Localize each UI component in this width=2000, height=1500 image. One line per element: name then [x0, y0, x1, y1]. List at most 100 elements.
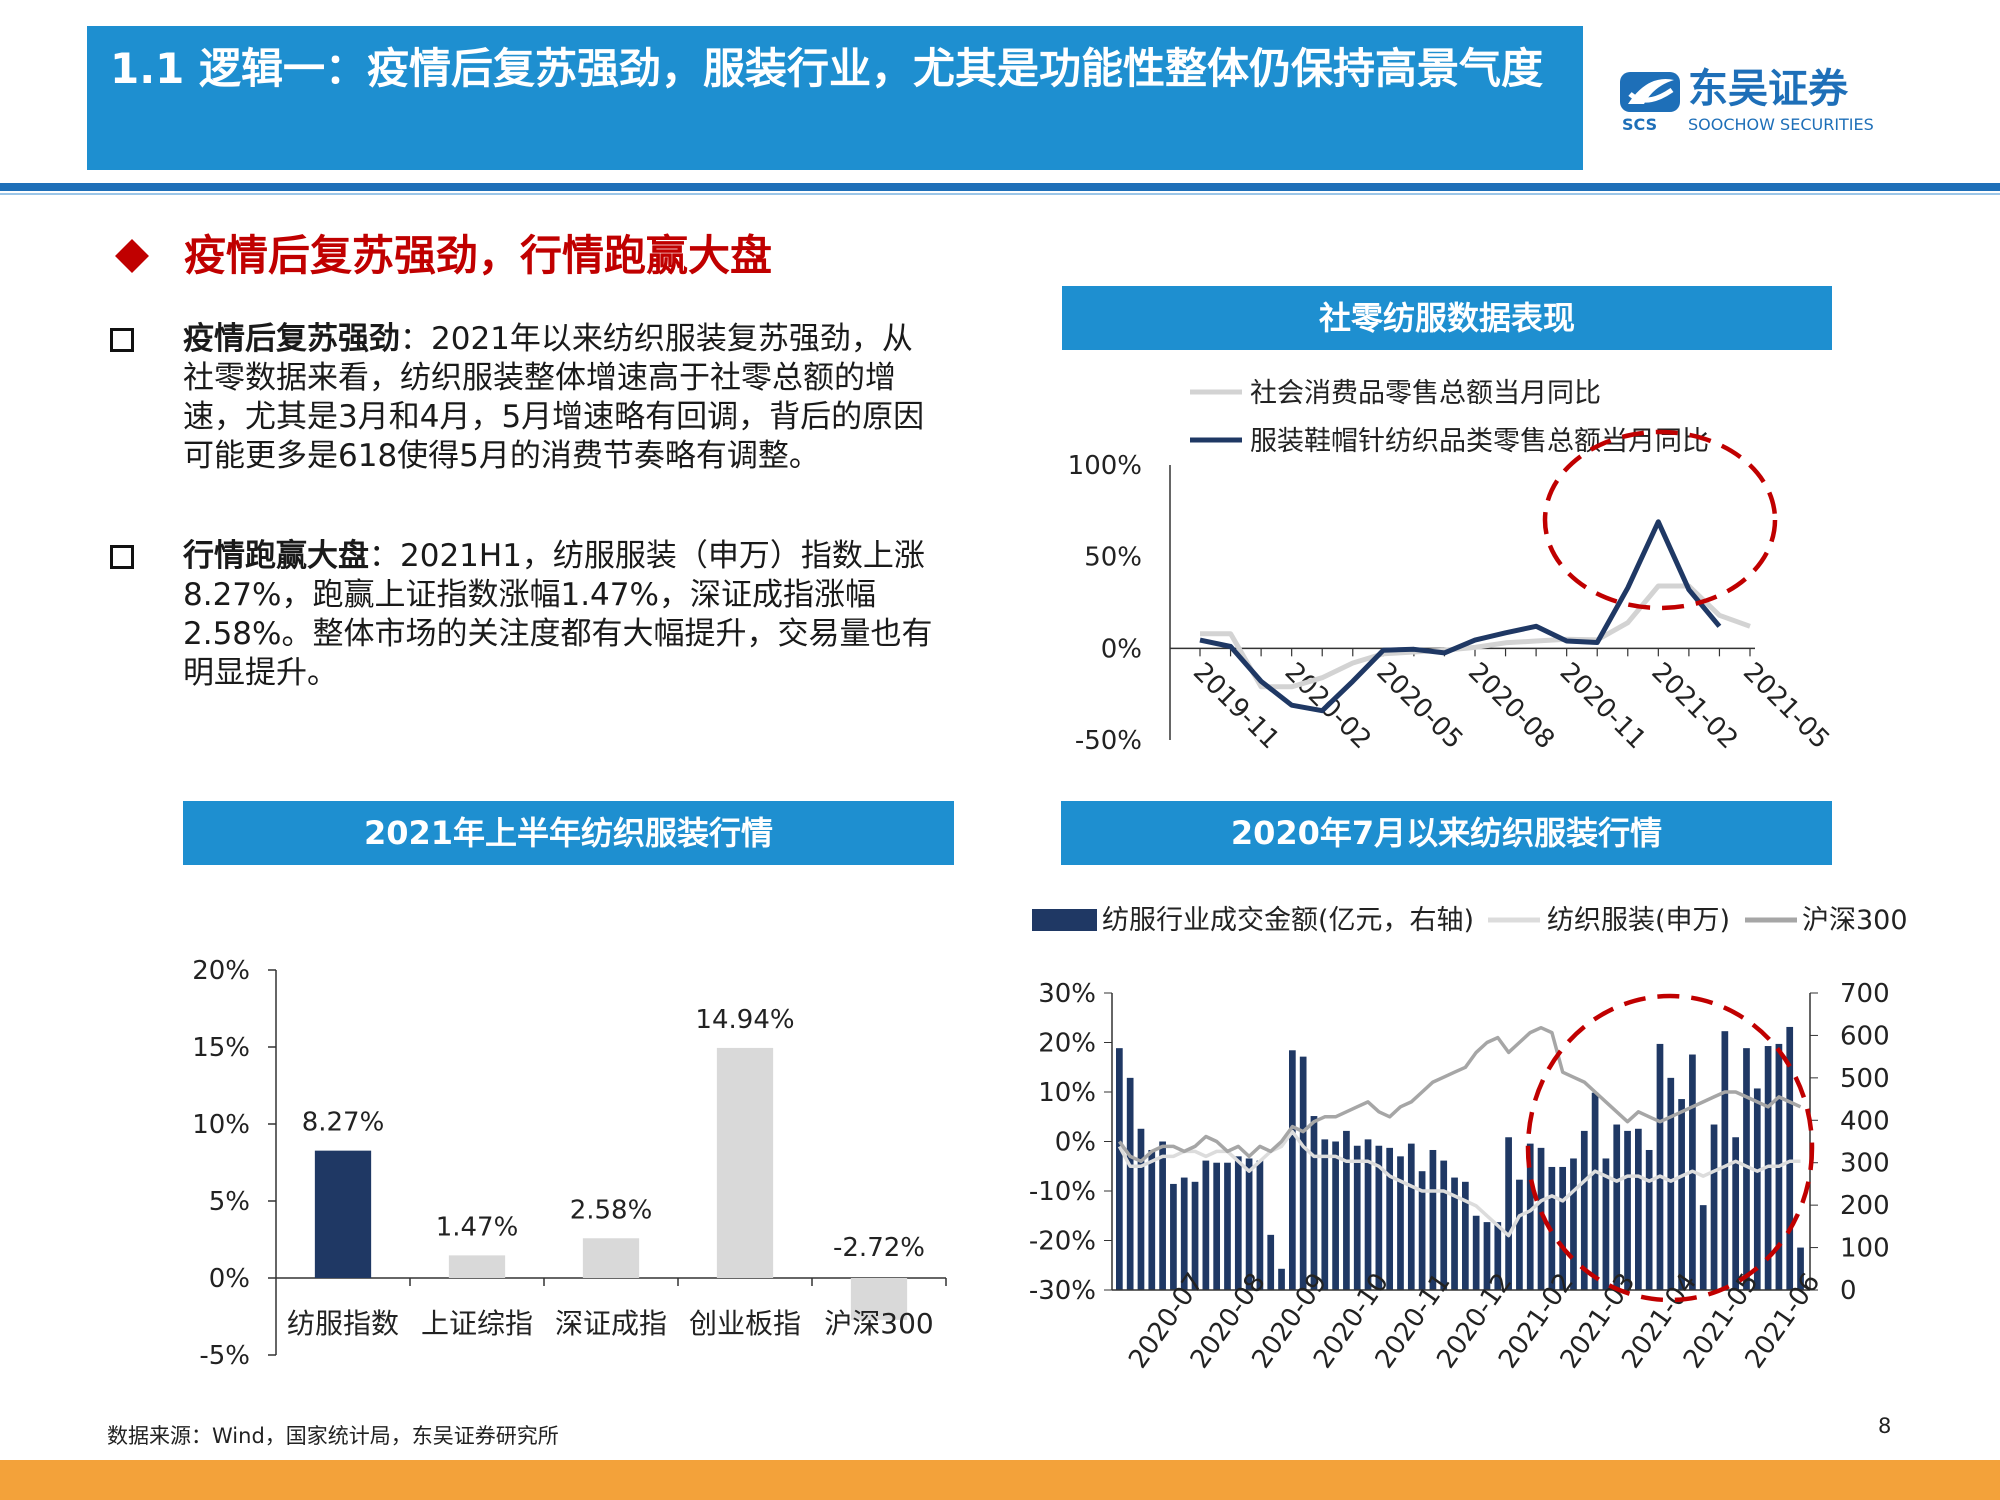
left-tick-label: 0% [1055, 1128, 1096, 1158]
volume-bar [1462, 1181, 1469, 1290]
volume-bar [1602, 1158, 1610, 1290]
x-tick-label: 2020-05 [1370, 657, 1468, 755]
right-tick-label: 600 [1840, 1021, 1890, 1051]
bar-data-label: 14.94% [695, 1005, 794, 1035]
right-tick-label: 700 [1840, 979, 1890, 1009]
volume-bar [1429, 1149, 1437, 1290]
x-tick-label: 2021-05 [1737, 657, 1835, 755]
category-label: 纺服指数 [287, 1307, 399, 1340]
bar-data-label: -2.72% [833, 1233, 925, 1263]
index-line-2 [1117, 1025, 1802, 1164]
volume-bar [1256, 1160, 1264, 1290]
index-line-1 [1117, 1129, 1801, 1238]
volume-bar [1451, 1177, 1458, 1290]
volume-bar [1343, 1130, 1350, 1290]
category-label: 创业板指 [689, 1307, 801, 1340]
volume-bar [1667, 1077, 1675, 1290]
panel-title-since2020: 2020年7月以来纺织服装行情 [1061, 801, 1832, 865]
footer-band [0, 1460, 2000, 1500]
x-tick-label: 2020-11 [1554, 657, 1652, 755]
series-line-2 [1199, 519, 1722, 714]
right-tick-label: 100 [1840, 1234, 1890, 1264]
volume-bar [1570, 1158, 1577, 1290]
volume-bar [1299, 1056, 1307, 1290]
panel-title-h1: 2021年上半年纺织服装行情 [183, 801, 954, 865]
bar-data-label: 2.58% [570, 1195, 653, 1225]
volume-bar [1678, 1099, 1685, 1290]
volume-bar [1753, 1088, 1761, 1290]
left-tick-label: -10% [1029, 1177, 1096, 1207]
volume-bar [1613, 1124, 1621, 1290]
volume-bar [1645, 1149, 1653, 1290]
x-tick-label: 2020-08 [1462, 657, 1560, 755]
section-heading-text: 疫情后复苏强劲，行情跑赢大盘 [184, 231, 773, 280]
right-tick-label: 500 [1840, 1064, 1890, 1094]
right-tick-label: 300 [1840, 1149, 1890, 1179]
bar [448, 1255, 506, 1278]
bar [314, 1150, 372, 1278]
volume-bar [1353, 1145, 1361, 1290]
volume-bar [1559, 1166, 1567, 1290]
volume-bar [1407, 1143, 1415, 1290]
volume-bar [1159, 1141, 1166, 1290]
volume-bar [1591, 1092, 1599, 1290]
volume-bar [1234, 1156, 1242, 1290]
right-tick-label: 0 [1840, 1276, 1857, 1306]
series-line-1 [1200, 583, 1751, 690]
volume-bar [1278, 1268, 1285, 1290]
checkbox-bullet-icon [110, 545, 134, 569]
y-tick-label: 0% [209, 1264, 250, 1294]
y-tick-label: 20% [192, 956, 250, 986]
left-tick-label: 10% [1038, 1078, 1096, 1108]
volume-bar [1148, 1149, 1156, 1290]
volume-bar [1224, 1162, 1231, 1290]
volume-bar [1191, 1181, 1199, 1290]
volume-bar [1516, 1179, 1523, 1290]
legend-label: 社会消费品零售总额当月同比 [1250, 378, 1601, 409]
y-tick-label: -5% [199, 1341, 250, 1371]
legend-swatch-bar [1032, 909, 1097, 931]
legend-label: 沪深300 [1802, 905, 1908, 936]
y-tick-label: 5% [209, 1187, 250, 1217]
category-label: 上证综指 [421, 1307, 533, 1340]
volume-bar [1310, 1116, 1318, 1290]
volume-bar [1289, 1050, 1296, 1290]
left-tick-label: -20% [1029, 1227, 1096, 1257]
volume-bar [1364, 1139, 1372, 1290]
bullet-item-2: 行情跑赢大盘：2021H1，纺服服装（申万）指数上涨8.27%，跑赢上证指数涨幅… [110, 537, 940, 693]
bar [850, 1278, 908, 1320]
right-tick-label: 200 [1840, 1191, 1890, 1221]
logo-cn-text: 东吴证券 [1688, 66, 1849, 112]
volume-bar [1137, 1128, 1145, 1290]
volume-bar [1472, 1215, 1480, 1290]
y-tick-label: 0% [1101, 634, 1142, 664]
volume-bar [1797, 1247, 1804, 1290]
h1-bar-chart: 20% 15% 10% 5% 0% -5% 8.27% 纺服指数 1.47% 上证综指 2.58% 深… [192, 956, 947, 1371]
volume-bar [1213, 1162, 1221, 1290]
logo-mark-icon: SCS [1620, 72, 1680, 134]
data-source-note: 数据来源：Wind，国家统计局，东吴证券研究所 [107, 1424, 559, 1448]
volume-bar [1656, 1043, 1664, 1290]
bullet-1-text: ：2021年以来纺织服装复苏强劲，从社零数据来看，纺织服装整体增速高于社零总额的… [183, 321, 925, 474]
page-number: 8 [1878, 1414, 1892, 1438]
volume-bar [1526, 1143, 1534, 1290]
volume-bar [1699, 1205, 1707, 1290]
bar-data-label: 1.47% [436, 1212, 519, 1242]
x-tick-label: 2019-11 [1187, 657, 1285, 755]
volume-bar [1505, 1137, 1512, 1290]
bar [716, 1047, 774, 1278]
volume-bar [1580, 1130, 1588, 1290]
logo-mark-text: SCS [1622, 115, 1657, 134]
volume-bar [1624, 1130, 1631, 1290]
title-bar [87, 26, 1583, 170]
volume-bar [1126, 1077, 1134, 1290]
volume-bar [1202, 1160, 1210, 1290]
checkbox-bullet-icon [110, 328, 134, 352]
legend-label: 服装鞋帽针纺织品类零售总额当月同比 [1250, 426, 1709, 457]
legend-label: 纺服行业成交金额(亿元，右轴) [1102, 905, 1474, 936]
volume-bar [1440, 1160, 1448, 1290]
left-tick-label: 30% [1038, 979, 1096, 1009]
y-tick-label: 50% [1084, 543, 1142, 573]
company-logo: SCS 东吴证券 SOOCHOW SECURITIES [1618, 64, 1898, 140]
volume-bar [1483, 1222, 1491, 1290]
